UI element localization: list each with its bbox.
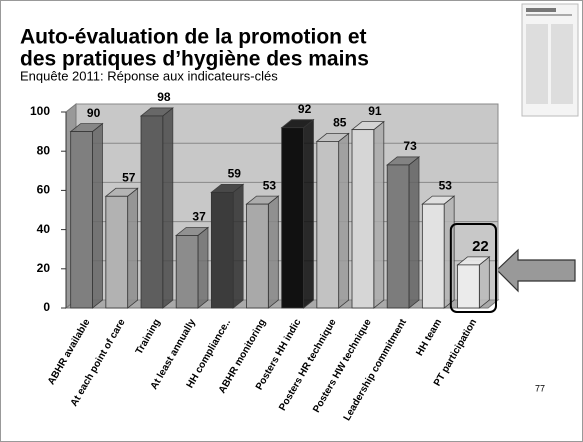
bar xyxy=(69,122,104,309)
bar-front xyxy=(105,195,129,309)
bar-side xyxy=(373,120,385,309)
data-label: 92 xyxy=(298,102,312,116)
bar-side xyxy=(267,195,279,309)
arrow xyxy=(496,248,576,293)
bar-front xyxy=(210,191,234,309)
y-tick-label: 100 xyxy=(30,104,50,118)
y-tick-label: 0 xyxy=(43,300,50,314)
bar-side xyxy=(232,183,244,309)
chart-title: Auto-évaluation de la promotion et xyxy=(20,26,367,49)
bar xyxy=(245,195,280,309)
chart-subtitle: Enquête 2011: Réponse aux indicateurs-cl… xyxy=(20,68,278,83)
bar-side xyxy=(127,187,139,309)
bar-front xyxy=(175,235,199,309)
bar-front xyxy=(281,127,304,309)
data-label: 98 xyxy=(157,90,171,104)
bar-side xyxy=(443,195,455,309)
bar-front xyxy=(421,203,445,309)
data-label: 22 xyxy=(472,238,489,255)
bar xyxy=(210,183,245,309)
bar xyxy=(175,226,210,309)
bar-side xyxy=(338,132,350,309)
data-label: 59 xyxy=(228,167,242,181)
thumbnail xyxy=(521,3,579,117)
bar-side xyxy=(478,256,490,309)
y-tick-label: 40 xyxy=(37,222,51,236)
data-label: 73 xyxy=(403,139,417,153)
bar-side xyxy=(162,107,174,309)
bar-front xyxy=(386,164,410,309)
data-label: 37 xyxy=(192,210,206,224)
bar xyxy=(421,195,456,309)
bar xyxy=(104,187,139,309)
bar xyxy=(315,132,350,309)
data-label: 91 xyxy=(368,104,382,118)
data-label: 53 xyxy=(439,178,453,192)
slide-number: 77 xyxy=(535,383,545,393)
bar-side xyxy=(408,156,420,309)
bar xyxy=(386,156,421,309)
data-label: 53 xyxy=(263,178,277,192)
data-label: 57 xyxy=(122,170,136,184)
bar xyxy=(139,107,174,309)
data-label: 90 xyxy=(87,106,101,120)
y-tick-label: 20 xyxy=(37,261,51,275)
bar-side xyxy=(303,118,314,309)
bar-front xyxy=(316,140,340,309)
y-tick-label: 60 xyxy=(37,183,51,197)
bar xyxy=(280,118,315,309)
bar-side xyxy=(92,122,103,309)
bar xyxy=(456,256,491,309)
bar xyxy=(350,120,385,309)
bar-front xyxy=(351,129,375,309)
chart-title: des pratiques d’hygiène des mains xyxy=(20,48,369,71)
data-label: 85 xyxy=(333,116,347,130)
bar-front xyxy=(140,115,164,309)
bar-front xyxy=(457,264,480,309)
y-tick-label: 80 xyxy=(37,143,51,157)
bar-side xyxy=(197,226,209,309)
highlight-box xyxy=(449,223,498,313)
bar-front xyxy=(70,131,93,309)
bar-front xyxy=(246,203,269,309)
